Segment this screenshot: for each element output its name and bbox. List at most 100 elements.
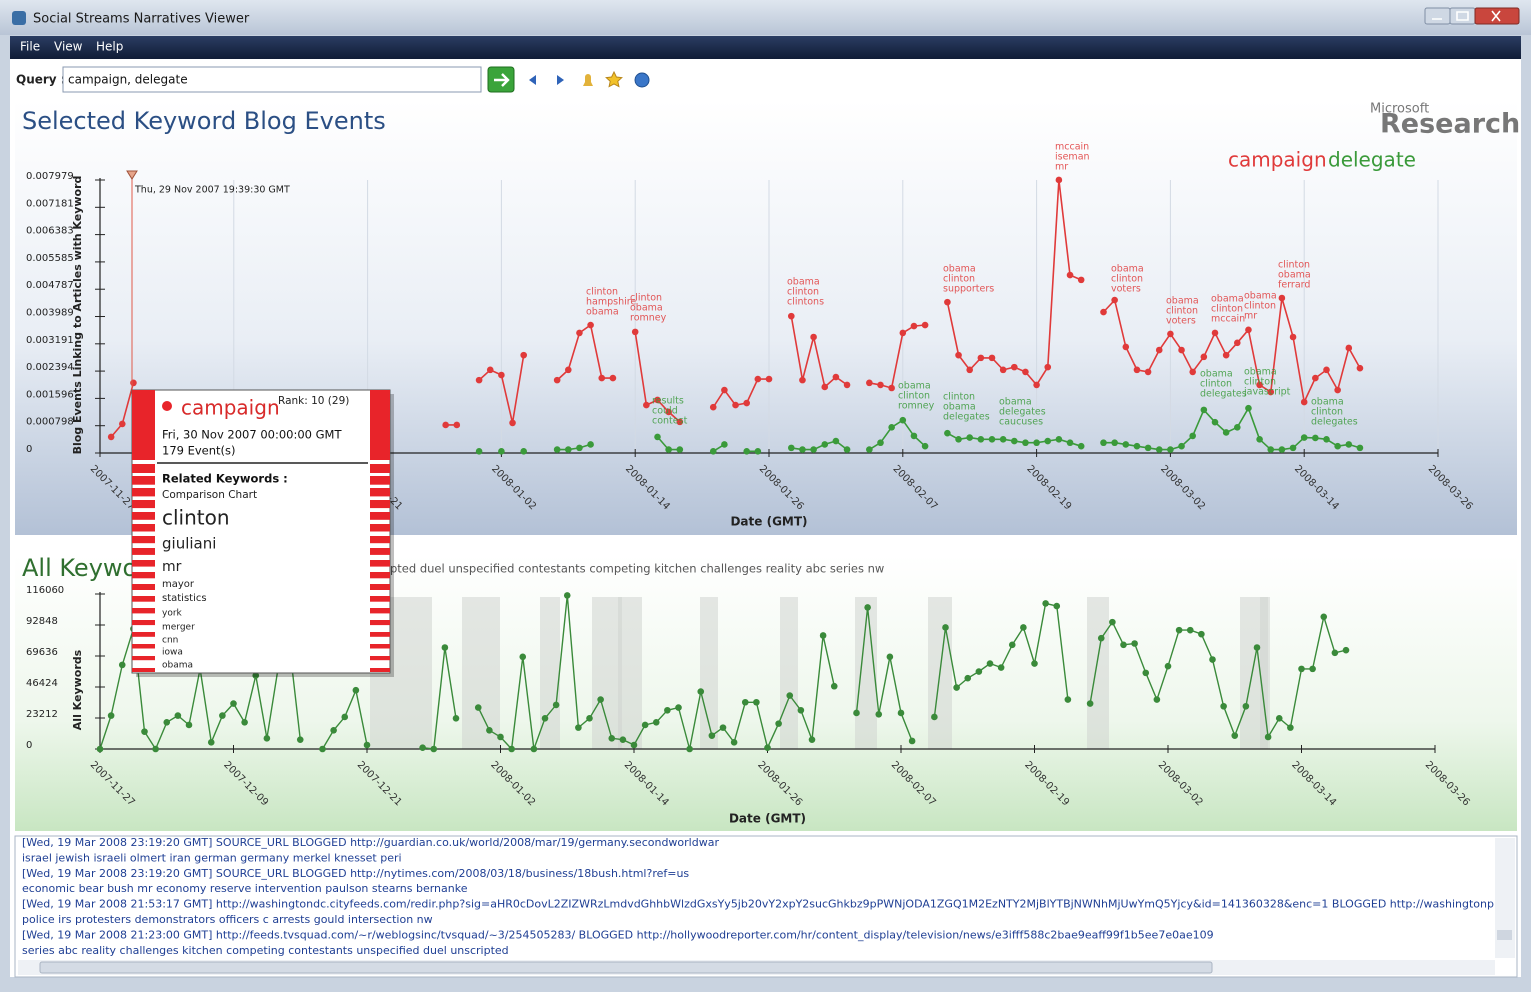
related-keyword: cnn	[162, 636, 178, 646]
logo-line1: Microsoft	[1370, 102, 1429, 117]
data-point	[1064, 696, 1072, 703]
log-line: [Wed, 19 Mar 2008 23:19:20 GMT] SOURCE_U…	[22, 867, 689, 880]
data-point	[241, 718, 248, 726]
keyword-annotation: caucuses	[999, 417, 1043, 428]
data-point	[1256, 381, 1263, 389]
related-keyword: clinton	[162, 506, 230, 530]
data-point	[1234, 424, 1241, 431]
popup-stripe	[370, 668, 390, 672]
data-point	[697, 688, 705, 695]
maximize-button[interactable]	[1449, 7, 1476, 25]
favorite-button[interactable]	[605, 70, 623, 88]
data-point	[899, 416, 907, 424]
data-point	[1334, 386, 1341, 394]
data-point	[1267, 388, 1275, 396]
keyword-annotation: obama	[943, 264, 976, 275]
data-point	[1077, 276, 1085, 284]
data-point	[1031, 660, 1038, 667]
data-point	[1066, 439, 1074, 447]
popup-stripe	[132, 596, 155, 602]
keyword-annotation: results	[652, 396, 684, 407]
data-point	[765, 375, 773, 383]
menu-item[interactable]: Help	[96, 40, 123, 54]
popup-stripe	[370, 464, 390, 473]
data-point	[676, 446, 684, 453]
keyword-annotation: obama	[1211, 294, 1244, 305]
y-tick-label: 92848	[26, 616, 58, 627]
popup-stripe	[370, 390, 390, 460]
data-point	[1287, 724, 1294, 731]
menu-item[interactable]: View	[54, 40, 83, 54]
data-point	[576, 444, 583, 452]
data-point	[997, 664, 1005, 671]
data-point	[686, 745, 693, 753]
data-point	[1042, 600, 1049, 607]
help-button[interactable]	[634, 72, 650, 88]
keyword-annotation: delegates	[1200, 389, 1247, 400]
data-point	[1275, 714, 1283, 722]
related-keyword: mayor	[162, 579, 195, 590]
highlight-band	[540, 597, 560, 749]
y-tick-label: 46424	[26, 678, 58, 689]
popup-stripe	[370, 632, 390, 637]
popup-stripe	[132, 668, 155, 672]
alert-button[interactable]	[583, 74, 593, 86]
popup-link[interactable]: Comparison Chart	[162, 489, 257, 501]
data-point	[843, 446, 851, 453]
data-point	[1178, 346, 1185, 354]
popup-stripe	[132, 536, 155, 544]
data-point	[520, 447, 527, 455]
data-point	[508, 745, 515, 753]
data-point	[1198, 630, 1205, 638]
data-point	[1077, 442, 1085, 450]
query-input[interactable]	[62, 66, 482, 93]
data-point	[955, 436, 962, 443]
related-keyword: statistics	[162, 593, 207, 604]
forward-button[interactable]	[557, 75, 564, 85]
data-point	[519, 653, 527, 661]
data-point	[1320, 613, 1328, 621]
popup-stripe	[132, 632, 155, 637]
data-point	[363, 741, 371, 749]
y-tick-label: 0.003989	[26, 308, 74, 319]
keyword-annotation: clinton	[586, 287, 618, 298]
menu-bar	[10, 36, 1521, 59]
data-point	[1323, 366, 1330, 374]
popup-stripe	[370, 500, 390, 509]
data-point	[1144, 444, 1152, 452]
data-point	[1300, 434, 1308, 441]
log-line: series abc reality challenges kitchen co…	[22, 944, 509, 957]
data-point	[597, 696, 604, 703]
data-point	[553, 376, 561, 384]
data-point	[1345, 441, 1353, 448]
keyword-annotation: obama	[1244, 291, 1277, 302]
data-point	[875, 710, 883, 718]
data-point	[888, 424, 895, 431]
data-point	[1111, 296, 1118, 304]
back-button[interactable]	[529, 75, 536, 85]
data-point	[1178, 442, 1185, 450]
data-point	[608, 735, 616, 742]
popup-stripe	[132, 584, 155, 590]
data-point	[419, 744, 426, 751]
data-point	[1256, 436, 1263, 443]
data-point	[1211, 329, 1219, 337]
y-tick-label: 23212	[26, 709, 58, 720]
data-point	[910, 432, 918, 440]
minimize-button[interactable]	[1424, 7, 1451, 25]
data-point	[754, 375, 762, 383]
highlight-band	[1260, 597, 1270, 749]
query-label: Query :	[16, 73, 66, 87]
popup-keyword: campaign	[181, 396, 280, 420]
keyword-annotation: obama	[586, 307, 619, 318]
data-point	[654, 396, 661, 404]
menu-item[interactable]: File	[20, 40, 40, 54]
data-point	[1033, 439, 1040, 447]
data-point	[877, 439, 884, 447]
log-scroll-thumb-h[interactable]	[39, 961, 1213, 974]
y-tick-label: 0.003191	[26, 335, 74, 346]
data-point	[764, 744, 771, 751]
log-scroll-thumb[interactable]	[1497, 930, 1512, 940]
log-scrollbar-v[interactable]	[1495, 838, 1515, 958]
popup-stripe	[370, 524, 390, 532]
